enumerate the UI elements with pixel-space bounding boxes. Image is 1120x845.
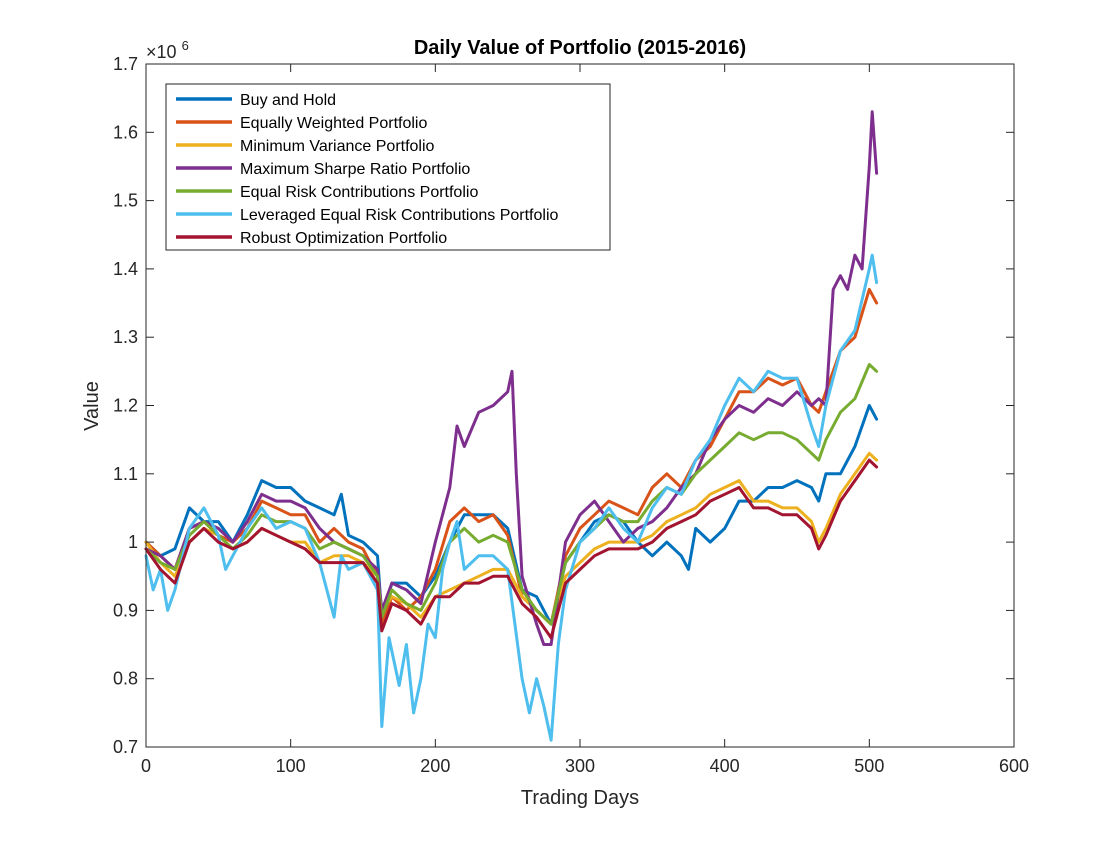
series-line-7 [144, 458, 879, 640]
legend-item: Equal Risk Contributions Portfolio [176, 184, 478, 201]
y-tick-label: 1 [128, 532, 138, 552]
y-tick-label: 0.9 [113, 600, 138, 620]
x-axis: 0 100 200 300 400 500 600 [141, 64, 1029, 776]
y-exponent-base: ×10 [146, 42, 177, 62]
y-axis: 0.7 0.8 0.9 1 1.1 1.2 1.3 1.4 1.5 1.6 1.7 [113, 54, 1014, 757]
x-tick-label: 100 [276, 756, 306, 776]
legend-item: Maximum Sharpe Ratio Portfolio [176, 161, 470, 178]
y-tick-label: 1.7 [113, 54, 138, 74]
legend-label: Leveraged Equal Risk Contributions Portf… [240, 207, 559, 224]
x-tick-label: 600 [999, 756, 1029, 776]
x-tick-label: 400 [710, 756, 740, 776]
legend-item: Leveraged Equal Risk Contributions Portf… [176, 207, 559, 224]
x-tick-label: 300 [565, 756, 595, 776]
x-tick-label: 500 [854, 756, 884, 776]
y-tick-label: 1.3 [113, 327, 138, 347]
y-axis-label: Value [81, 381, 103, 431]
legend-label: Minimum Variance Portfolio [240, 138, 435, 155]
legend-label: Maximum Sharpe Ratio Portfolio [240, 161, 470, 178]
y-tick-label: 1.2 [113, 396, 138, 416]
y-exponent-power: 6 [182, 38, 189, 53]
y-tick-label: 0.7 [113, 737, 138, 757]
x-axis-label: Trading Days [521, 787, 639, 809]
chart-title: Daily Value of Portfolio (2015-2016) [414, 37, 746, 59]
y-tick-label: 1.1 [113, 464, 138, 484]
legend-label: Equally Weighted Portfolio [240, 115, 427, 132]
y-tick-label: 0.8 [113, 669, 138, 689]
y-tick-label: 1.6 [113, 122, 138, 142]
legend: Buy and Hold Equally Weighted Portfolio Mi… [165, 83, 611, 251]
legend-item: Robust Optimization Portfolio [176, 230, 447, 247]
y-tick-label: 1.5 [113, 191, 138, 211]
series-line-1 [144, 404, 879, 626]
legend-item: Minimum Variance Portfolio [176, 138, 435, 155]
y-tick-label: 1.4 [113, 259, 138, 279]
x-tick-label: 200 [420, 756, 450, 776]
series-layer [144, 110, 879, 742]
legend-item: Buy and Hold [176, 92, 336, 109]
series-line-5 [144, 363, 879, 626]
legend-label: Equal Risk Contributions Portfolio [240, 184, 478, 201]
legend-label: Buy and Hold [240, 92, 336, 109]
series-line-6 [144, 253, 879, 742]
legend-item: Equally Weighted Portfolio [176, 115, 427, 132]
x-tick-label: 0 [141, 756, 151, 776]
legend-label: Robust Optimization Portfolio [240, 230, 447, 247]
y-exponent-label: ×10 6 [146, 38, 189, 62]
legend-box [165, 83, 611, 251]
